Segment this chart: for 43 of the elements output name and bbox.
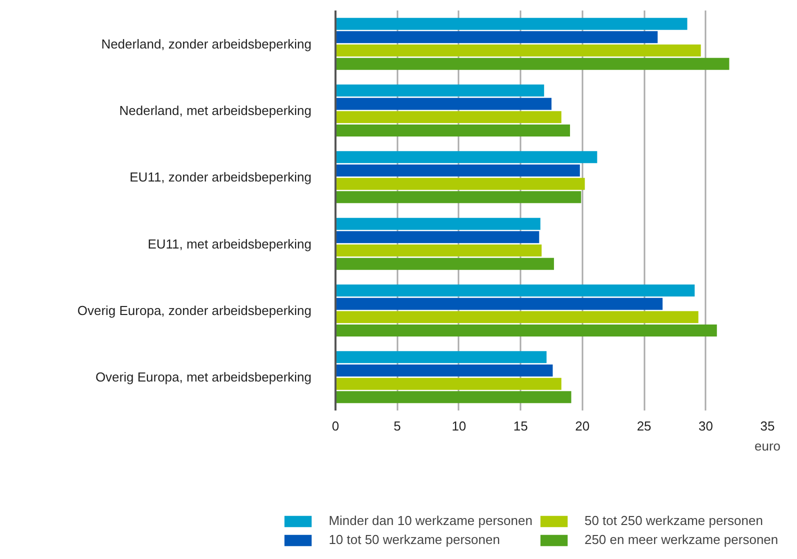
- x-tick-label: 0: [332, 418, 340, 434]
- bar: [336, 18, 688, 30]
- x-tick-label: 5: [394, 418, 401, 434]
- bar: [336, 58, 730, 70]
- bar: [336, 364, 553, 376]
- bar: [336, 378, 562, 390]
- x-tick-label: 35: [760, 418, 775, 434]
- y-tick-label: Overig Europa, zonder arbeidsbeperking: [77, 303, 312, 318]
- bar: [336, 84, 544, 96]
- legend-label: Minder dan 10 werkzame personen: [328, 513, 532, 528]
- legend-label: 50 tot 250 werkzame personen: [584, 513, 763, 528]
- x-axis-title: euro: [754, 438, 781, 454]
- x-tick-label: 20: [575, 418, 590, 434]
- bar: [336, 124, 570, 136]
- y-tick-label: Nederland, zonder arbeidsbeperking: [101, 36, 312, 52]
- bar: [336, 298, 663, 310]
- bar: [336, 244, 542, 256]
- bar: [336, 98, 552, 110]
- legend-label: 10 tot 50 werkzame personen: [328, 532, 500, 547]
- bar: [336, 258, 554, 270]
- bar: [336, 324, 717, 336]
- bar: [336, 351, 547, 364]
- bar: [336, 191, 582, 204]
- bar: [336, 311, 698, 324]
- bar: [336, 44, 701, 56]
- bar: [336, 231, 540, 244]
- legend-label: 250 en meer werkzame personen: [584, 532, 778, 547]
- y-tick-label: Nederland, met arbeidsbeperking: [119, 103, 312, 118]
- bar: [336, 391, 572, 404]
- x-tick-label: 30: [698, 418, 714, 434]
- bar: [336, 178, 585, 190]
- y-tick-label: EU11, zonder arbeidsbeperking: [130, 170, 312, 185]
- bar: [336, 31, 658, 44]
- bar: [336, 218, 540, 230]
- bar: [336, 284, 695, 296]
- x-tick-label: 25: [636, 418, 652, 434]
- bar: [336, 151, 598, 164]
- bar: [336, 164, 580, 176]
- y-tick-label: Overig Europa, met arbeidsbeperking: [95, 370, 312, 385]
- x-tick-label: 10: [452, 418, 466, 434]
- bar: [336, 111, 562, 124]
- x-tick-label: 15: [513, 418, 528, 434]
- y-tick-label: EU11, met arbeidsbeperking: [148, 236, 312, 252]
